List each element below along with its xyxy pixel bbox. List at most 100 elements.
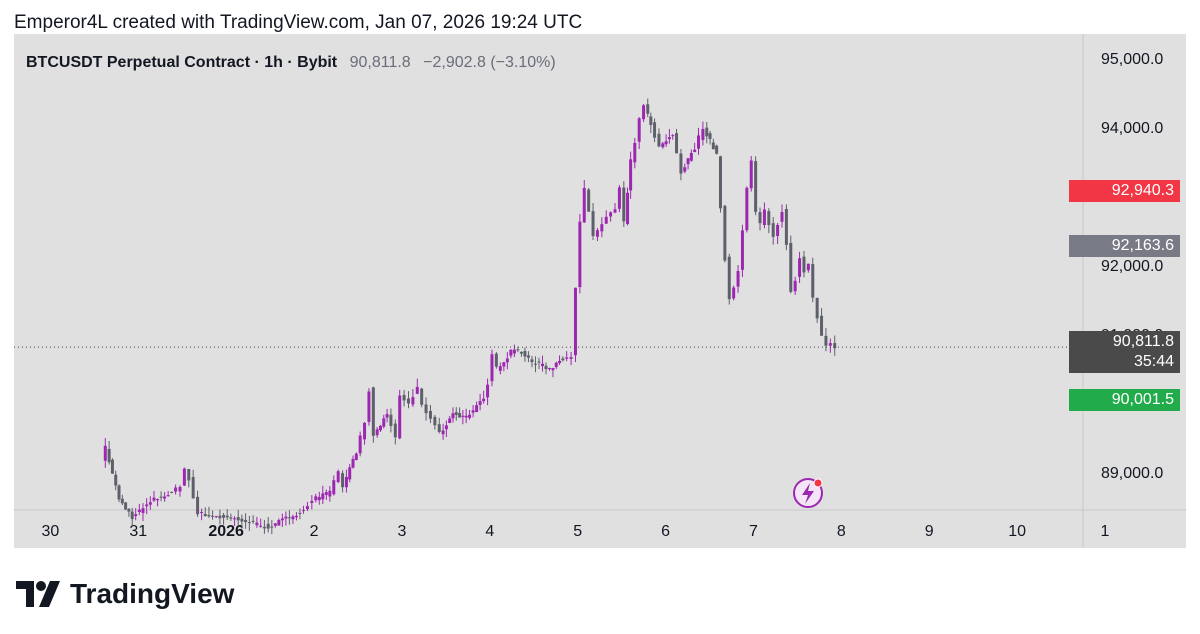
candle-body bbox=[657, 133, 661, 147]
candle-body bbox=[723, 205, 727, 261]
candle-body bbox=[780, 212, 784, 222]
candle-body bbox=[715, 145, 719, 154]
candle-body bbox=[758, 212, 762, 224]
candle-body bbox=[686, 158, 690, 165]
candlestick-chart[interactable]: 89,000.091,000.092,000.094,000.095,000.0… bbox=[14, 34, 1186, 548]
lightning-bolt-icon[interactable] bbox=[793, 478, 823, 508]
candle-body bbox=[637, 118, 641, 142]
candle-body bbox=[110, 459, 114, 474]
candle-body bbox=[554, 362, 558, 368]
candle-body bbox=[642, 105, 646, 120]
candle-body bbox=[561, 358, 565, 361]
candle-body bbox=[498, 366, 502, 371]
candle-body bbox=[166, 495, 170, 497]
candle-body bbox=[523, 351, 527, 357]
candle-body bbox=[705, 127, 709, 137]
candle-body bbox=[148, 502, 152, 505]
candle-body bbox=[354, 453, 358, 460]
candle-body bbox=[130, 511, 134, 520]
candle-body bbox=[247, 522, 251, 524]
candle-body bbox=[351, 458, 355, 468]
candle-body bbox=[107, 448, 111, 463]
candle-body bbox=[273, 523, 277, 526]
candle-body bbox=[811, 264, 815, 298]
legend-price: 90,811.8 bbox=[349, 54, 411, 71]
candle-body bbox=[341, 473, 345, 488]
candle-body bbox=[310, 500, 314, 503]
candle-body bbox=[451, 413, 455, 419]
candle-body bbox=[820, 315, 824, 336]
candles bbox=[103, 98, 837, 535]
candle-body bbox=[802, 256, 806, 273]
candle-body bbox=[266, 523, 270, 529]
tradingview-logo[interactable]: TradingView bbox=[16, 578, 234, 610]
candle-body bbox=[174, 487, 178, 492]
candle-body bbox=[471, 410, 475, 413]
candle-body bbox=[482, 398, 486, 402]
y-tick-label: 92,000.0 bbox=[1101, 258, 1163, 275]
candle-body bbox=[718, 156, 722, 209]
candle-body bbox=[454, 412, 458, 415]
x-tick-label: 3 bbox=[397, 523, 406, 540]
candle-body bbox=[328, 490, 332, 497]
candle-body bbox=[222, 514, 226, 518]
candle-body bbox=[604, 216, 608, 224]
candle-body bbox=[415, 386, 419, 394]
candle-body bbox=[203, 513, 207, 517]
candle-body bbox=[664, 141, 668, 145]
candle-body bbox=[551, 368, 555, 371]
candle-body bbox=[448, 418, 452, 423]
candle-body bbox=[159, 496, 163, 498]
candle-body bbox=[402, 395, 406, 401]
candle-body bbox=[225, 515, 229, 518]
candle-body bbox=[530, 359, 534, 363]
candle-body bbox=[117, 485, 121, 500]
candle-body bbox=[182, 468, 186, 486]
candle-body bbox=[406, 398, 410, 404]
chart-frame[interactable]: 89,000.091,000.092,000.094,000.095,000.0… bbox=[14, 34, 1186, 548]
candle-body bbox=[321, 493, 325, 500]
x-tick-label: 7 bbox=[749, 523, 758, 540]
candle-body bbox=[667, 137, 671, 140]
candle-body bbox=[214, 516, 218, 518]
candle-body bbox=[336, 471, 340, 483]
candle-body bbox=[344, 476, 348, 488]
candle-body bbox=[541, 363, 545, 367]
candle-body bbox=[767, 211, 771, 226]
candle-body bbox=[441, 430, 445, 435]
candle-body bbox=[815, 297, 819, 319]
candle-body bbox=[229, 517, 233, 519]
candle-body bbox=[573, 287, 577, 356]
candle-body bbox=[236, 517, 240, 521]
candle-body bbox=[287, 517, 291, 519]
candle-body bbox=[578, 221, 582, 288]
candle-body bbox=[218, 515, 222, 519]
candle-body bbox=[284, 516, 288, 519]
candle-body bbox=[255, 522, 259, 526]
candle-body bbox=[233, 518, 237, 520]
candle-body bbox=[806, 263, 810, 271]
candle-body bbox=[828, 343, 832, 346]
candle-body bbox=[317, 496, 321, 501]
candle-body bbox=[127, 508, 131, 512]
candle-body bbox=[145, 504, 149, 507]
candle-body bbox=[478, 401, 482, 405]
candle-body bbox=[653, 122, 657, 138]
candle-body bbox=[683, 167, 687, 172]
candle-body bbox=[251, 520, 255, 522]
candle-body bbox=[211, 515, 215, 517]
candle-body bbox=[537, 361, 541, 363]
brand-name: TradingView bbox=[70, 578, 235, 609]
candle-body bbox=[207, 515, 211, 517]
symbol-name: BTCUSDT Perpetual Contract · 1h · Bybit bbox=[26, 54, 338, 71]
candle-body bbox=[178, 486, 182, 492]
candle-body bbox=[671, 135, 675, 137]
candle-body bbox=[458, 413, 462, 418]
bar-countdown: 35:44 bbox=[1133, 353, 1174, 370]
candle-body bbox=[754, 161, 758, 212]
x-tick-label: 1 bbox=[1101, 523, 1110, 540]
candle-body bbox=[519, 351, 523, 354]
x-tick-label: 2 bbox=[310, 523, 319, 540]
candle-body bbox=[371, 387, 375, 436]
candle-body bbox=[385, 413, 389, 418]
